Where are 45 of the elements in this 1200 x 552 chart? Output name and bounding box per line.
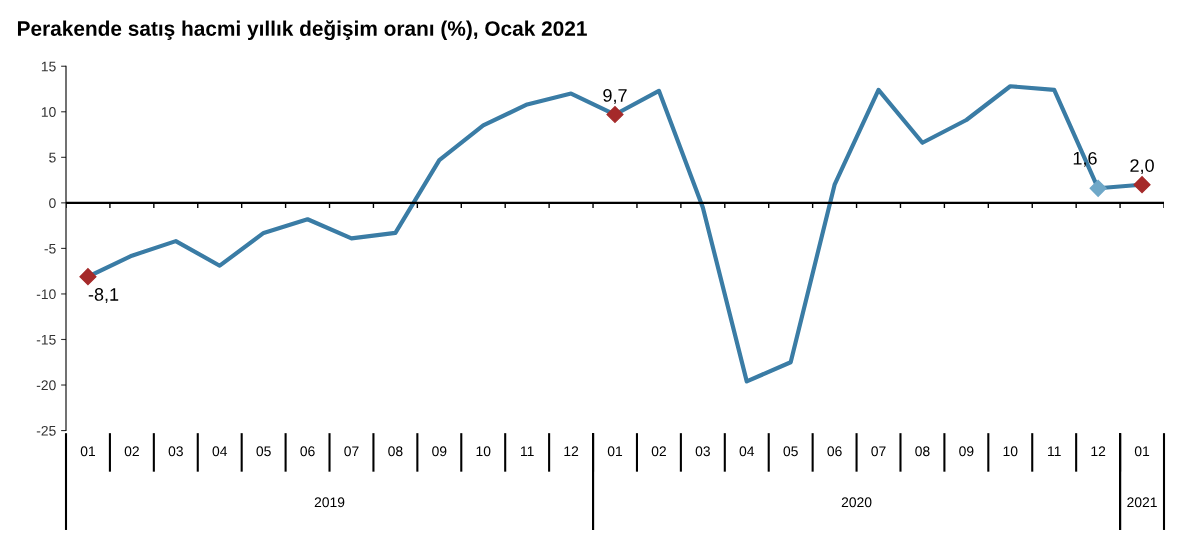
y-tick-label: 15 [41, 61, 56, 72]
x-tick-label: 01 [1134, 446, 1150, 457]
y-tick-label: 5 [49, 152, 56, 163]
point [606, 105, 624, 124]
x-tick-label: 04 [212, 446, 228, 457]
x-tick-label: 11 [521, 446, 534, 457]
x-tick-label: 08 [388, 446, 403, 457]
point [1089, 179, 1107, 197]
data-label: 9,7 [603, 89, 627, 104]
y-tick-label: -15 [36, 334, 56, 345]
x-tick-label: 02 [124, 446, 139, 457]
x-tick-label: 07 [871, 446, 886, 457]
x-tick-label: 01 [80, 446, 96, 457]
x-tick-label: 08 [915, 446, 930, 457]
y-tick-label: 10 [41, 107, 56, 117]
x-tick-label: 10 [476, 446, 491, 457]
data-label: -8,1 [88, 288, 119, 303]
text: 2021 [1127, 497, 1157, 508]
y-tick-label: 0 [49, 198, 56, 209]
x-tick-label: 11 [1048, 446, 1061, 457]
x-tick-label: 02 [651, 446, 666, 457]
data-label: 2,0 [1130, 159, 1154, 175]
text: 2019 [314, 497, 345, 508]
y-tick-label: -5 [44, 243, 56, 254]
x-tick-label: 03 [695, 446, 710, 457]
x-tick-label: 07 [344, 446, 359, 457]
x-tick-label: 09 [959, 446, 974, 457]
x-tick-label: 10 [1003, 446, 1018, 457]
x-tick-label: 05 [783, 446, 798, 457]
point [1133, 176, 1151, 194]
x-tick-label: 06 [827, 446, 842, 457]
x-tick-label: 06 [300, 446, 315, 457]
text: 2020 [841, 497, 872, 508]
x-tick-label: 01 [607, 446, 623, 457]
x-tick-label: 04 [739, 446, 755, 457]
y-tick-label: -25 [36, 425, 56, 436]
x-tick-label: 05 [256, 446, 271, 457]
x-tick-label: 09 [432, 446, 447, 457]
y-tick-label: -20 [36, 380, 56, 391]
y-tick-label: -10 [36, 289, 56, 300]
x-tick-label: 03 [168, 446, 183, 457]
point [79, 268, 97, 286]
chart-title: Perakende satış hacmi yıllık değişim oranı (%), Ocak 2021 [17, 20, 587, 41]
x-tick-label: 12 [564, 446, 579, 457]
x-tick-label: 12 [1091, 446, 1106, 457]
